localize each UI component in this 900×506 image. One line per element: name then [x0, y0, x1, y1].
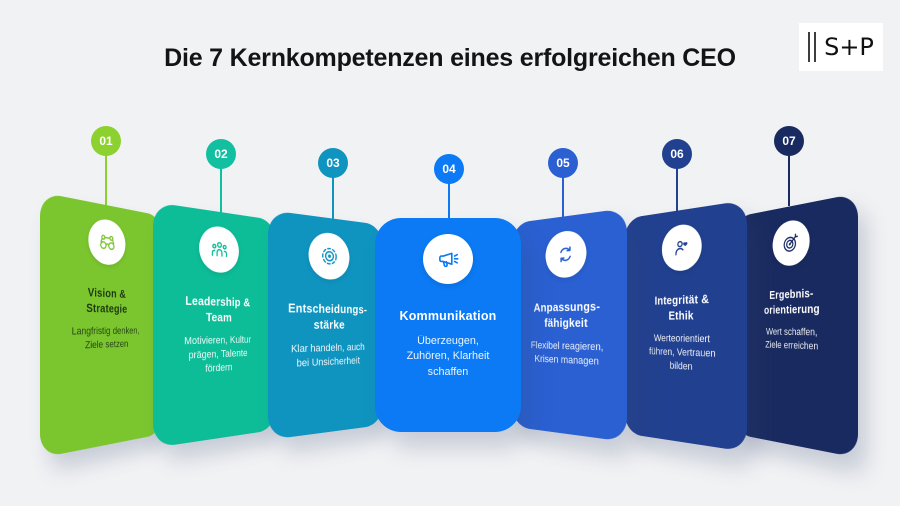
- logo-text: S+P: [824, 33, 874, 61]
- connector-line-7: [788, 140, 790, 206]
- connector-line-1: [105, 140, 107, 206]
- card-title: Leadership & Team: [185, 294, 251, 324]
- card-leadership-team: Leadership & Team Motivieren, Kultur prä…: [153, 202, 276, 448]
- step-badge-7: 07: [774, 126, 804, 156]
- page-title: Die 7 Kernkompetenzen eines erfolgreiche…: [164, 44, 736, 72]
- card-description: Werteorientiert führen, Vertrauen bilden: [649, 332, 716, 374]
- card-description: Klar handeln, auch bei Unsicherheit: [290, 341, 365, 370]
- target-arrow-icon: [772, 217, 810, 268]
- sync-arrows-icon: [545, 228, 587, 279]
- card-title: Vision & Strategie: [86, 285, 128, 316]
- card-description: Motivieren, Kultur prägen, Talente förde…: [184, 334, 252, 376]
- card-entscheidungsstaerke: Entscheidungs- stärke Klar handeln, auch…: [268, 210, 383, 440]
- card-vision-strategie: Vision & Strategie Langfristig denken, Z…: [40, 192, 163, 458]
- card-title: Entscheidungs- stärke: [288, 301, 368, 332]
- card-kommunikation: Kommunikation Überzeugen, Zuhören, Klarh…: [375, 218, 521, 432]
- step-badge-6: 06: [662, 139, 692, 169]
- step-badge-5: 05: [548, 148, 578, 178]
- person-heart-icon: [661, 222, 702, 273]
- card-ergebnisorientierung: Ergebnis- orientierung Wert schaffen, Zi…: [735, 193, 858, 458]
- step-badge-4: 04: [434, 154, 464, 184]
- card-title: Anpassungs- fähigkeit: [533, 299, 601, 330]
- card-description: Wert schaffen, Ziele erreichen: [765, 326, 819, 353]
- card-description: Langfristig denken, Ziele setzen: [71, 325, 140, 352]
- card-title: Integrität & Ethik: [654, 292, 710, 323]
- decision-wheel-icon: [308, 230, 350, 281]
- card-description: Flexibel reagieren, Krisen managen: [530, 339, 604, 368]
- card-integritaet-ethik: Integrität & Ethik Werteorientiert führe…: [624, 200, 747, 452]
- megaphone-icon: [423, 234, 473, 284]
- connector-line-5: [562, 162, 564, 220]
- logo-bars-icon: [808, 32, 817, 62]
- card-title: Kommunikation: [399, 309, 497, 323]
- team-icon: [198, 223, 239, 274]
- step-badge-2: 02: [206, 139, 236, 169]
- connector-line-4: [448, 168, 450, 219]
- step-badge-3: 03: [318, 148, 348, 178]
- binoculars-icon: [88, 216, 126, 267]
- step-badge-1: 01: [91, 126, 121, 156]
- card-title: Ergebnis- orientierung: [763, 286, 820, 317]
- connector-line-6: [676, 153, 678, 215]
- card-anpassungsfaehigkeit: Anpassungs- fähigkeit Flexibel reagieren…: [512, 208, 627, 442]
- card-description: Überzeugen, Zuhören, Klarheit schaffen: [406, 334, 490, 378]
- connector-line-2: [220, 153, 222, 213]
- connector-line-3: [332, 162, 334, 221]
- sp-logo: S+P: [799, 23, 883, 71]
